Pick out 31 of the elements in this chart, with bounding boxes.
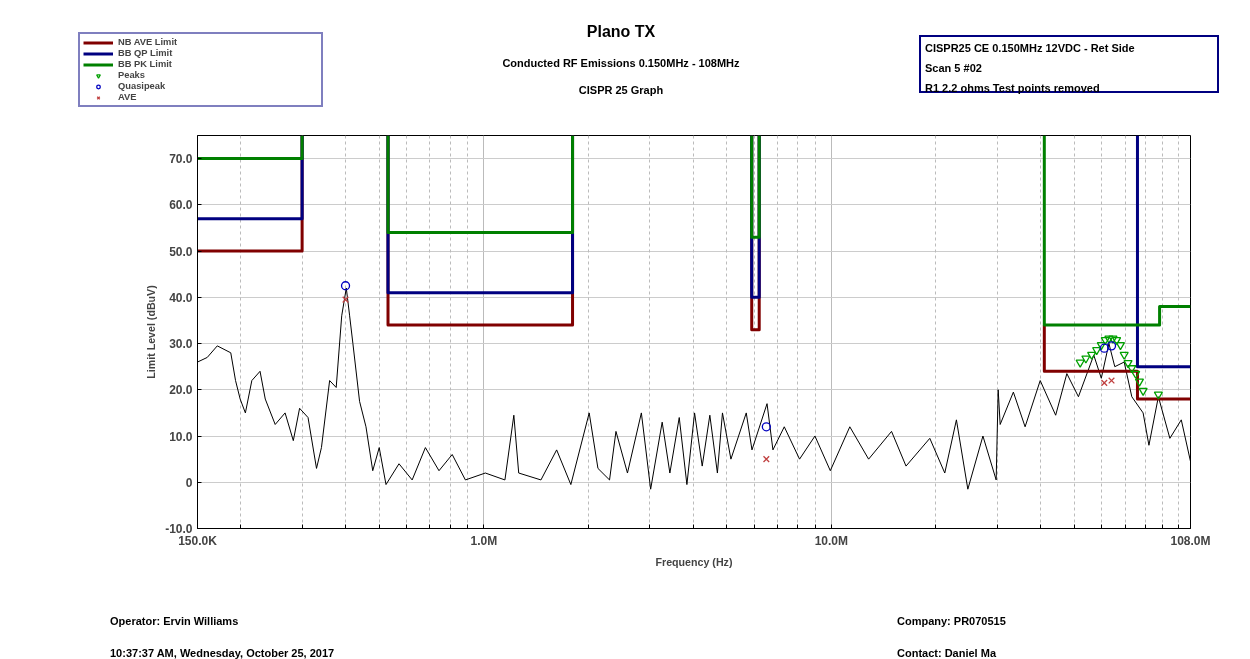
legend-label: AVE — [118, 92, 138, 102]
text: CISPR 25 Graph — [577, 82, 665, 98]
chart-subtitle: Conducted RF Emissions 0.150MHz - 108MHz — [501, 55, 741, 71]
x-tick-label: 1.0M — [470, 533, 498, 548]
y-tick-label: 0 — [185, 475, 193, 490]
x-axis-title: Frequency (Hz) — [655, 555, 733, 568]
y-tick-label: 30.0 — [169, 337, 193, 352]
y-tick-label: 50.0 — [169, 244, 193, 259]
y-axis-title: Limit Level (dBuV) — [145, 284, 158, 379]
legend-label: Peaks — [118, 70, 146, 80]
text: Operator: Ervin Williams — [110, 614, 240, 629]
y-tick-label: -10.0 — [165, 522, 193, 536]
y-tick-label: 10.0 — [169, 429, 193, 444]
text: 10:37:37 AM, Wednesday, October 25, 2017 — [110, 646, 335, 659]
y-tick-label: 60.0 — [169, 198, 193, 213]
y-tick-label: 70.0 — [169, 152, 193, 167]
x-tick-label: 108.0M — [1170, 533, 1211, 548]
x-tick-label: 150.0K — [178, 533, 218, 548]
text: Contact: Daniel Ma — [897, 646, 998, 659]
text: Company: PR070515 — [897, 614, 1006, 629]
chart-title: Plano TX — [585, 22, 657, 42]
legend-label: NB AVE Limit — [118, 37, 179, 47]
x-tick-label: 10.0M — [814, 533, 849, 548]
legend-label: Quasipeak — [118, 81, 167, 91]
text: R1 2.2 ohms Test points removed — [925, 81, 1101, 96]
legend-label: BB PK Limit — [118, 59, 173, 69]
text: Scan 5 #02 — [925, 61, 983, 76]
y-tick-label: 20.0 — [169, 383, 193, 398]
y-tick-label: 40.0 — [169, 290, 193, 305]
text: CISPR25 CE 0.150MHz 12VDC - Ret Side — [925, 41, 1136, 56]
legend-label: BB QP Limit — [118, 48, 174, 58]
